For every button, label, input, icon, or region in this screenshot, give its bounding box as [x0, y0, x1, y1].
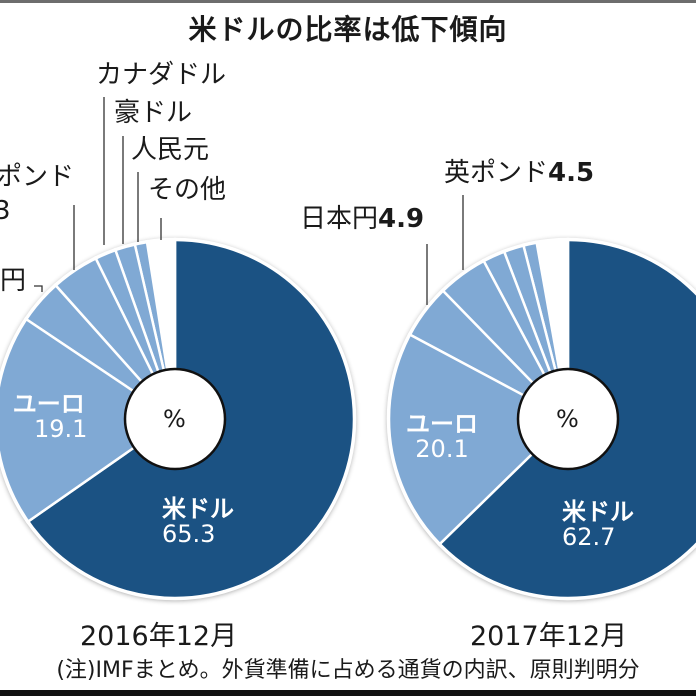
label-gbp-name-2017: 英ポンド — [444, 158, 549, 188]
label-cny: 人民元 — [131, 135, 210, 165]
label-eur-name-2017: ユーロ — [406, 410, 478, 438]
label-jpy-2016: 円 — [0, 266, 27, 296]
label-eur-2017: ユーロ 20.1 — [406, 410, 478, 464]
label-usd-2017: 米ドル 62.7 — [562, 498, 634, 552]
label-gbp-value-2016: 3 — [0, 196, 11, 226]
top-border — [0, 0, 696, 3]
label-aud: 豪ドル — [114, 98, 193, 128]
label-gbp-2016: ポンド — [0, 162, 75, 192]
label-usd-name-2017: 米ドル — [562, 498, 634, 526]
label-jpy-name-2017: 日本円 — [300, 204, 379, 234]
leader-lines — [34, 97, 464, 305]
leader-line-jpy-2016 — [34, 285, 43, 292]
bottom-border — [0, 690, 696, 696]
label-jpy-2017: 日本円4.9 — [300, 206, 424, 232]
pie-center-hole — [123, 367, 227, 471]
label-gbp-2017: 英ポンド4.5 — [444, 160, 594, 186]
chart-title: 米ドルの比率は低下傾向 — [188, 13, 508, 46]
pie-2017 — [386, 237, 696, 601]
label-usd-value-2016: 65.3 — [162, 520, 216, 549]
pie-2016 — [0, 237, 357, 601]
label-other: その他 — [148, 175, 227, 205]
pie-center-hole — [516, 367, 620, 471]
label-usd-name-2016: 米ドル — [162, 495, 234, 523]
center-unit-2016: % — [163, 405, 186, 433]
label-gbp-value-2017: 4.5 — [548, 158, 595, 188]
label-eur-2016: ユーロ 19.1 — [10, 390, 88, 444]
pie-outline — [0, 238, 356, 600]
label-eur-value-2016: 19.1 — [34, 415, 88, 444]
pie-outline — [387, 238, 696, 600]
label-cad: カナダドル — [96, 60, 227, 90]
footnote: (注)IMFまとめ。外貨準備に占める通貨の内訳、原則判明分 — [56, 658, 640, 683]
label-usd-2016: 米ドル 65.3 — [162, 495, 234, 549]
label-usd-value-2017: 62.7 — [562, 523, 616, 552]
label-eur-value-2017: 20.1 — [415, 435, 469, 464]
date-2017: 2017年12月 — [470, 621, 628, 652]
date-2016: 2016年12月 — [80, 621, 238, 652]
label-eur-name-2016: ユーロ — [12, 390, 85, 418]
center-unit-2017: % — [556, 405, 579, 433]
label-jpy-value-2017: 4.9 — [378, 204, 425, 234]
